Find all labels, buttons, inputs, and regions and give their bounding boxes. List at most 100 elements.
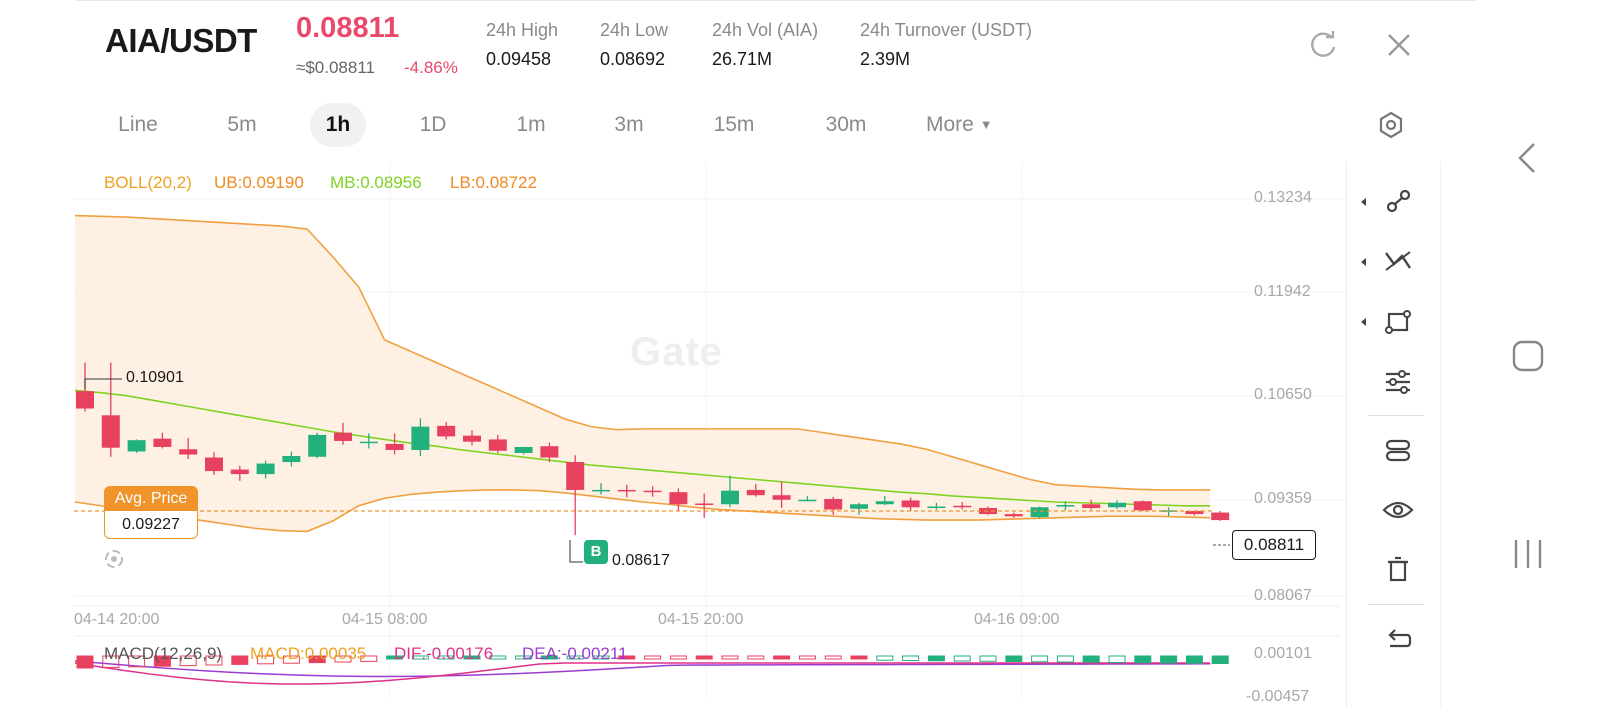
macd-bar (721, 655, 739, 660)
candle-body (695, 503, 714, 506)
macd-bar (463, 655, 481, 660)
candle-body (76, 391, 94, 409)
tab-5m[interactable]: 5m (227, 113, 257, 136)
stat-value: 0.09458 (486, 49, 552, 69)
candle-body (592, 489, 610, 492)
candle-body (824, 498, 843, 510)
macd-bar (592, 655, 610, 660)
candle-body (101, 415, 120, 448)
macd-pane (74, 655, 1229, 685)
macd-tick: -0.00457 (1246, 688, 1310, 705)
macd-bar (411, 655, 429, 660)
shape-icon[interactable] (1380, 304, 1416, 340)
refresh-icon[interactable] (1308, 30, 1338, 60)
avg-price-value: 0.09227 (122, 516, 180, 533)
stat-24h-vol: 24h Vol (AIA) 26.71M (712, 20, 818, 70)
tab-15m[interactable]: 15m (713, 113, 755, 136)
macd-bar (205, 655, 223, 666)
avg-price-box[interactable]: Avg. Price 0.09227 (104, 486, 198, 539)
buy-marker[interactable]: B (584, 540, 608, 564)
candle-body (566, 462, 585, 490)
macd-bar (1185, 655, 1203, 664)
upper-band-line (74, 214, 1211, 491)
stat-label: 24h Vol (AIA) (712, 20, 819, 40)
indicator-settings-icon[interactable] (1380, 364, 1416, 400)
trash-icon[interactable] (1380, 552, 1416, 588)
undo-icon[interactable] (1380, 622, 1416, 658)
back-chevron-icon[interactable] (1508, 138, 1548, 178)
candle-body (282, 456, 301, 463)
low-leader (569, 540, 583, 563)
y-tick: 0.11942 (1254, 283, 1311, 300)
boll-ub: UB:0.09190 (214, 173, 304, 192)
macd-bar (76, 655, 94, 669)
current-price-tag: 0.08811 (1232, 530, 1316, 560)
candle-body (798, 499, 817, 502)
candle-body (437, 425, 456, 437)
tab-line[interactable]: Line (118, 113, 158, 136)
macd-bar (282, 655, 300, 664)
settings-hexagon-icon[interactable] (1376, 110, 1406, 140)
macd-bar (773, 655, 791, 660)
tab-30m[interactable]: 30m (825, 113, 867, 136)
candle-body (721, 490, 739, 505)
macd-bar (1005, 655, 1023, 662)
candle-body (256, 463, 275, 475)
macd-bar (179, 655, 197, 667)
macd-value: MACD:0.00035 (250, 644, 367, 663)
macd-bar (540, 655, 558, 660)
macd-bar (1211, 655, 1229, 664)
macd-bar (334, 655, 352, 663)
tab-1h[interactable]: 1h (310, 103, 366, 147)
tab-more-label: More (926, 113, 974, 136)
macd-bar (979, 655, 997, 662)
macd-bar (618, 655, 636, 660)
candle-body (179, 449, 198, 455)
candle-body (1185, 511, 1204, 515)
candle-body (1056, 505, 1075, 507)
toolbar-divider (1346, 162, 1347, 707)
macd-bar (953, 655, 971, 662)
macd-bar (1160, 655, 1178, 664)
eye-icon[interactable] (1380, 492, 1416, 528)
multi-line-icon[interactable] (1380, 244, 1416, 280)
candle-body (334, 432, 352, 441)
high-leader (84, 378, 122, 389)
home-square-icon[interactable] (1508, 336, 1548, 376)
x-tick: 04-15 08:00 (342, 611, 428, 628)
macd-bar (876, 655, 894, 661)
y-tick: 0.10650 (1254, 386, 1312, 403)
candle-body (385, 443, 404, 450)
candles (76, 362, 1230, 536)
tab-3m[interactable]: 3m (614, 113, 644, 136)
chart-annotations (74, 378, 1230, 563)
change-percent: -4.86% (404, 58, 458, 77)
close-icon[interactable] (1384, 30, 1414, 60)
tab-more[interactable]: More ▼ (926, 103, 1010, 147)
candle-body (772, 495, 791, 500)
boll-name: BOLL(20,2) (104, 173, 192, 192)
macd-bar (902, 655, 920, 661)
y-tick: 0.09359 (1254, 490, 1312, 507)
approx-usd: ≈$0.08811 (296, 58, 375, 77)
candle-body (1004, 514, 1023, 517)
macd-bar (566, 655, 584, 660)
trendline-icon[interactable] (1380, 184, 1416, 220)
tab-1m[interactable]: 1m (516, 113, 546, 136)
macd-bar (386, 655, 404, 660)
band-fill (75, 215, 1211, 532)
y-tick: 0.13234 (1254, 189, 1312, 206)
macd-bar (1031, 655, 1049, 663)
tab-1d[interactable]: 1D (419, 113, 447, 136)
layers-icon[interactable] (1380, 432, 1416, 468)
recents-icon[interactable] (1508, 534, 1548, 574)
candle-body (850, 504, 868, 509)
chart-reset-icon[interactable] (102, 547, 126, 571)
macd-bar (231, 655, 249, 665)
middle-band-line (74, 389, 1211, 507)
candle-body (230, 469, 249, 475)
candle-body (463, 435, 481, 442)
toolbar-divider (1440, 162, 1441, 707)
boll-mb: MB:0.08956 (330, 173, 422, 192)
